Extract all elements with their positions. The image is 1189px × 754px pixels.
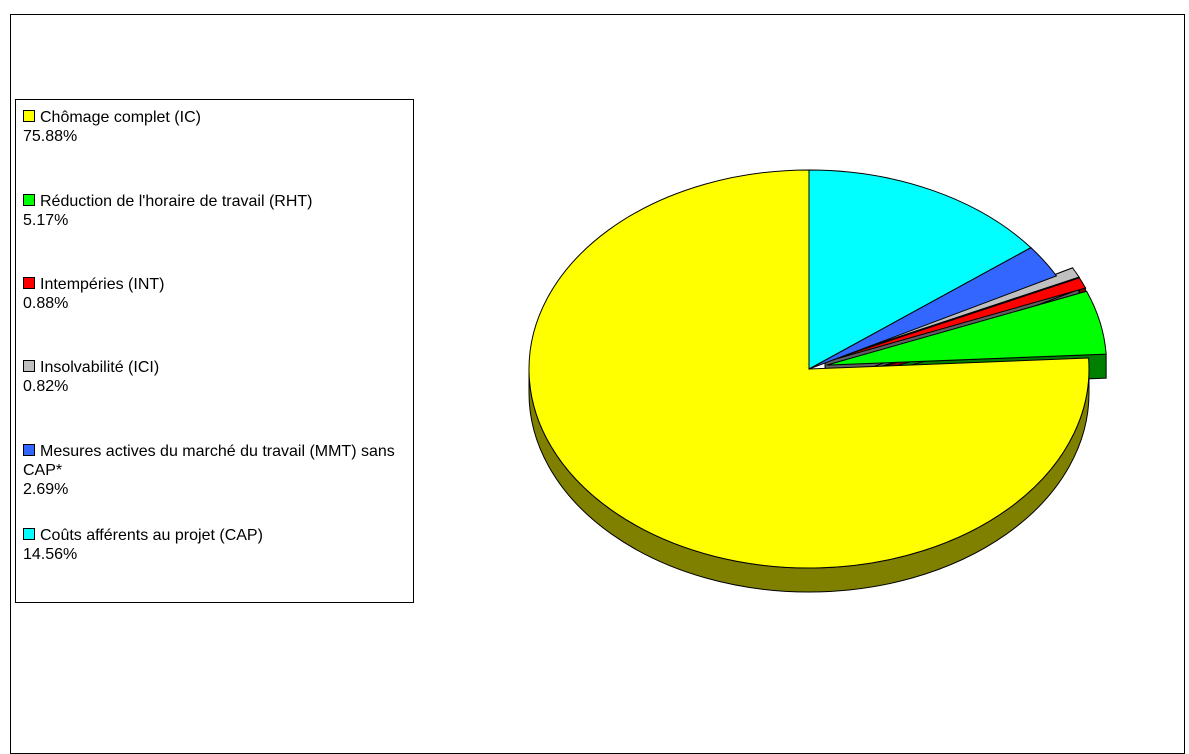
- legend-label-ici: Insolvabilité (ICI): [40, 359, 160, 376]
- legend-value-mmt: 2.69%: [23, 481, 69, 498]
- legend-value-ic: 75.88%: [23, 128, 78, 145]
- legend-swatch-ici: [23, 360, 35, 372]
- pie-slice-ic: [528, 169, 1090, 569]
- legend-item-mmt: Mesures actives du marché du travail (MM…: [23, 442, 408, 499]
- legend: Chômage complet (IC) 75.88% Réduction de…: [15, 99, 414, 603]
- pie-slice-cap: [808, 169, 1032, 370]
- legend-item-ic: Chômage complet (IC) 75.88%: [23, 108, 408, 146]
- legend-item-ici: Insolvabilité (ICI) 0.82%: [23, 358, 408, 396]
- legend-item-int: Intempéries (INT) 0.88%: [23, 275, 408, 313]
- legend-swatch-mmt: [23, 444, 35, 456]
- legend-item-cap: Coûts afférents au projet (CAP) 14.56%: [23, 526, 408, 564]
- legend-value-ici: 0.82%: [23, 378, 69, 395]
- legend-swatch-ic: [23, 110, 35, 122]
- legend-swatch-int: [23, 277, 35, 289]
- legend-label-ic: Chômage complet (IC): [40, 109, 201, 126]
- pie-slice-int: [825, 277, 1087, 363]
- legend-value-cap: 14.56%: [23, 546, 78, 563]
- legend-label-int: Intempéries (INT): [40, 276, 165, 293]
- legend-value-rht: 5.17%: [23, 212, 69, 229]
- legend-label-cap: Coûts afférents au projet (CAP): [40, 527, 263, 544]
- legend-value-int: 0.88%: [23, 295, 69, 312]
- legend-item-rht: Réduction de l'horaire de travail (RHT) …: [23, 192, 408, 230]
- legend-swatch-cap: [23, 528, 35, 540]
- pie-slice-rht: [826, 290, 1107, 366]
- legend-swatch-rht: [23, 194, 35, 206]
- legend-label-rht: Réduction de l'horaire de travail (RHT): [40, 193, 313, 210]
- legend-label-mmt: Mesures actives du marché du travail (MM…: [23, 443, 395, 479]
